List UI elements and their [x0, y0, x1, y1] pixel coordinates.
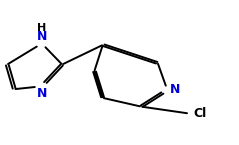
Text: N: N [37, 87, 47, 100]
Text: N: N [37, 30, 47, 43]
Text: H: H [37, 23, 46, 33]
Text: Cl: Cl [194, 107, 207, 120]
Text: N: N [170, 83, 180, 96]
